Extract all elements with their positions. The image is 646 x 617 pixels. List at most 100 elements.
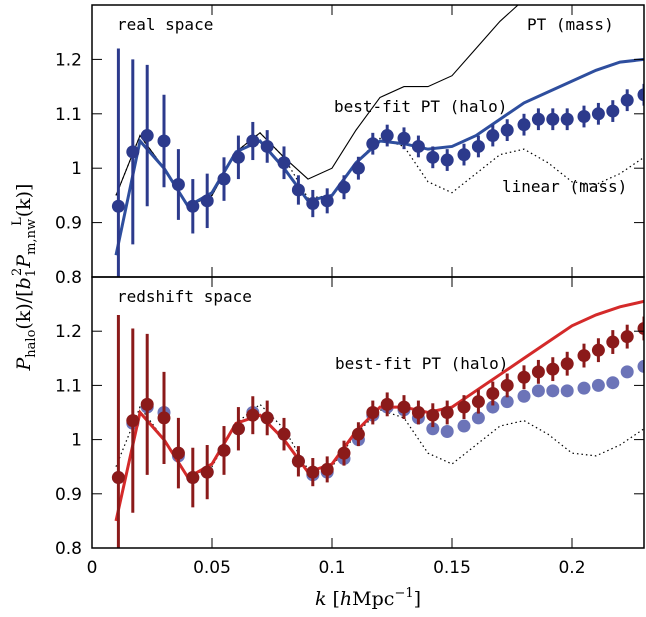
point	[471, 139, 485, 153]
frame	[91, 276, 645, 549]
point	[186, 471, 200, 485]
point	[620, 93, 634, 107]
point	[531, 365, 545, 379]
y-tick-label: 0.8	[55, 539, 82, 559]
plot-area	[111, 5, 644, 277]
point	[126, 145, 140, 159]
curve-label: best-fit PT (halo)	[335, 354, 508, 373]
point	[291, 183, 305, 197]
y-axis-label-part: L	[10, 217, 25, 226]
y-tick-label: 0.9	[55, 214, 82, 234]
y-axis-label-part: halo	[24, 329, 39, 357]
point	[471, 395, 485, 409]
point	[260, 139, 274, 153]
y-tick-label: 0.8	[55, 268, 82, 288]
point	[606, 376, 620, 390]
point	[500, 395, 514, 409]
point	[426, 150, 440, 164]
y-axis-label-part: P	[13, 254, 35, 269]
point	[457, 148, 471, 162]
point	[231, 150, 245, 164]
point	[577, 349, 591, 363]
point	[366, 406, 380, 419]
point	[440, 424, 454, 438]
point	[591, 378, 605, 392]
x-axis-label-part: −1	[394, 586, 413, 601]
point	[200, 194, 214, 208]
y-axis-label-part: 1	[24, 269, 39, 277]
y-axis-label-part: P	[13, 356, 35, 371]
point	[517, 118, 531, 132]
point	[546, 384, 560, 398]
curve-label: PT (mass)	[527, 15, 614, 34]
curve-label: linear (mass)	[502, 177, 627, 196]
y-axis-label: Phalo(k)/[b12Pm,nwL(k)]	[10, 184, 39, 372]
y-axis-label-part: m,nw	[24, 219, 39, 255]
point	[426, 408, 440, 422]
point	[500, 123, 514, 137]
x-axis-label-part: ]	[414, 588, 421, 610]
x-axis-label: k [hMpc−1]	[315, 586, 421, 610]
point	[277, 427, 291, 441]
point	[620, 365, 634, 379]
point	[277, 156, 291, 170]
y-tick-label: 1.1	[55, 376, 82, 396]
curve	[114, 299, 644, 522]
point	[260, 411, 274, 425]
panel-label: real space	[117, 15, 213, 34]
x-tick-label: 0.15	[433, 558, 471, 578]
point	[111, 471, 125, 485]
panel-label: redshift space	[117, 287, 252, 306]
point	[337, 180, 351, 194]
point	[351, 427, 365, 441]
point	[217, 443, 231, 457]
point	[486, 400, 500, 414]
point	[397, 131, 411, 145]
point	[560, 112, 574, 126]
point	[366, 137, 380, 151]
point	[591, 343, 605, 357]
point	[486, 129, 500, 143]
y-axis-label-part: b	[13, 277, 35, 289]
point	[440, 153, 454, 167]
point	[606, 104, 620, 118]
point	[486, 387, 500, 401]
y-tick-label: 1	[71, 431, 82, 451]
curve-label: best-fit PT (halo)	[334, 97, 507, 116]
point	[380, 397, 394, 411]
point	[246, 134, 260, 148]
point	[411, 406, 425, 419]
point	[560, 357, 574, 371]
point	[291, 454, 305, 468]
y-axis-label-part: 2	[10, 268, 25, 276]
x-axis-label-part: k	[315, 588, 327, 610]
point	[637, 88, 644, 102]
point	[126, 414, 140, 428]
point	[411, 139, 425, 153]
point	[171, 178, 185, 192]
point	[140, 397, 154, 411]
point	[246, 408, 260, 422]
point	[546, 362, 560, 376]
point	[620, 330, 634, 344]
point	[231, 422, 245, 436]
point	[637, 359, 644, 373]
y-tick-label: 1.2	[55, 50, 82, 70]
point	[397, 400, 411, 414]
point	[517, 389, 531, 403]
point	[637, 321, 644, 335]
y-tick-label: 0.9	[55, 485, 82, 505]
x-axis-label-part: h	[340, 588, 352, 610]
point	[457, 419, 471, 433]
point	[337, 446, 351, 460]
y-tick-label: 1.2	[55, 322, 82, 342]
y-axis-label-part: (k)/[	[13, 289, 35, 329]
point	[591, 107, 605, 121]
curve	[114, 57, 644, 256]
point	[306, 465, 320, 479]
point	[577, 110, 591, 124]
point	[457, 400, 471, 414]
point	[471, 411, 485, 425]
point	[200, 465, 214, 479]
point	[440, 406, 454, 419]
